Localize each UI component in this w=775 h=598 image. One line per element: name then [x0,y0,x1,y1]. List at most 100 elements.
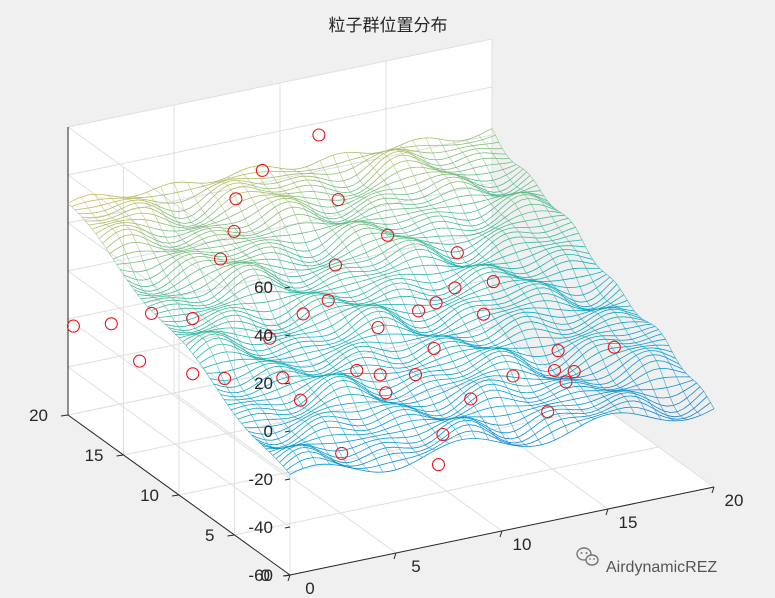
surface-mesh-segment [309,274,317,280]
surface-mesh-segment [280,296,288,300]
surface-mesh-segment [418,224,426,229]
surface-mesh-segment [258,355,263,359]
surface-mesh-segment [438,435,443,440]
surface-mesh-segment [401,203,408,205]
surface-mesh-segment [275,219,283,224]
surface-mesh-segment [315,370,320,375]
surface-mesh-segment [213,181,221,186]
surface-mesh-segment [261,441,269,445]
surface-mesh-segment [535,444,542,447]
surface-mesh-segment [164,193,171,196]
surface-mesh-segment [284,430,292,437]
surface-mesh-segment [267,318,275,321]
surface-mesh-segment [272,455,277,460]
surface-mesh-segment [549,379,557,382]
surface-mesh-segment [450,302,458,307]
surface-mesh-segment [386,393,394,397]
surface-mesh-segment [225,230,233,233]
surface-mesh-segment [161,217,169,222]
surface-mesh-segment [432,338,440,343]
surface-mesh-segment [254,419,262,422]
surface-mesh-segment [352,445,359,449]
surface-mesh-segment [375,334,383,336]
surface-mesh-segment [278,208,286,214]
surface-mesh-segment [240,381,247,386]
surface-mesh-segment [652,354,660,356]
surface-mesh-segment [489,369,497,373]
surface-mesh-segment [361,210,369,215]
surface-mesh-segment [233,273,241,280]
surface-mesh-segment [550,289,558,294]
surface-mesh-segment [301,439,306,443]
surface-mesh-segment [164,305,169,311]
surface-mesh-segment [686,379,694,383]
surface-mesh-segment [610,284,618,292]
surface-mesh-segment [149,274,157,279]
surface-mesh-segment [254,216,262,223]
surface-mesh-segment [266,359,270,361]
surface-mesh-segment [482,360,490,366]
surface-mesh-segment [178,227,186,229]
surface-mesh-segment [204,317,209,322]
surface-mesh-segment [646,354,653,357]
surface-mesh-segment [430,303,438,306]
surface-mesh-segment [483,267,491,269]
surface-mesh-segment [481,212,489,218]
surface-mesh-segment [240,402,245,407]
surface-mesh-segment [666,368,674,371]
surface-mesh-segment [265,444,273,448]
surface-mesh-segment [332,459,337,463]
surface-mesh-segment [529,246,536,250]
surface-mesh-segment [317,310,325,315]
surface-mesh-segment [555,249,563,252]
surface-mesh-segment [215,326,219,330]
surface-mesh-segment [210,199,219,208]
surface-mesh-segment [393,161,401,166]
surface-mesh-segment [488,227,496,233]
surface-mesh-segment [433,180,441,185]
surface-mesh-segment [469,270,478,276]
surface-mesh-segment [225,339,233,344]
surface-mesh-segment [465,336,472,339]
surface-mesh-segment [280,281,288,287]
surface-mesh-segment [352,254,360,258]
surface-mesh-segment [152,251,157,258]
surface-mesh-segment [319,266,327,270]
surface-mesh-segment [467,202,475,205]
surface-mesh-segment [397,288,404,290]
surface-mesh-segment [161,320,166,325]
surface-mesh-segment [356,280,364,283]
surface-mesh-segment [495,341,503,346]
surface-mesh-segment [575,341,583,347]
surface-mesh-segment [349,262,357,264]
surface-mesh-segment [477,408,485,412]
surface-mesh-segment [139,285,144,291]
surface-mesh-segment [237,416,245,420]
surface-mesh-segment [430,394,438,398]
surface-mesh-segment [306,447,313,450]
surface-mesh-segment [415,232,423,236]
surface-mesh-segment [168,242,173,248]
surface-mesh-segment [282,448,290,454]
surface-mesh-segment [302,359,310,362]
surface-mesh-segment [526,391,534,394]
surface-mesh-segment [354,311,362,318]
surface-mesh-segment [270,389,278,393]
surface-mesh-segment [415,457,423,462]
surface-mesh-segment [280,282,285,287]
surface-mesh-segment [500,397,508,399]
surface-mesh-segment [331,306,339,309]
surface-mesh-segment [495,241,503,247]
surface-mesh-segment [176,260,181,265]
surface-mesh-segment [341,427,346,435]
surface-mesh-segment [136,279,141,287]
surface-mesh-segment [233,289,242,296]
surface-mesh-segment [205,226,209,229]
surface-mesh-segment [362,470,370,472]
surface-mesh-segment [251,319,259,323]
surface-mesh-segment [297,421,306,427]
surface-mesh-segment [392,249,400,255]
surface-mesh-segment [251,434,259,439]
surface-mesh-segment [355,450,363,455]
surface-mesh-segment [236,259,244,262]
